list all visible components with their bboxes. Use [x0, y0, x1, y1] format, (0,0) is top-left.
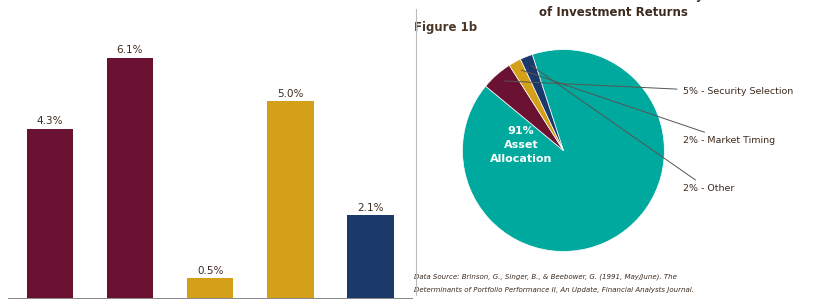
- Title: Determinants in Variability
of Investment Returns: Determinants in Variability of Investmen…: [524, 0, 704, 19]
- Bar: [26, 129, 73, 298]
- Text: 91%
Asset
Allocation: 91% Asset Allocation: [489, 126, 552, 164]
- Wedge shape: [462, 50, 664, 251]
- Bar: [267, 101, 313, 298]
- Text: 2% - Other: 2% - Other: [531, 66, 734, 193]
- Text: 5% - Security Selection: 5% - Security Selection: [505, 81, 793, 96]
- Bar: [347, 216, 394, 298]
- Text: 0.5%: 0.5%: [197, 265, 223, 276]
- Text: 6.1%: 6.1%: [117, 45, 143, 55]
- Text: Data Source: Brinson, G., Singer, B., & Beebower, G. (1991, May/June). The: Data Source: Brinson, G., Singer, B., & …: [414, 274, 677, 280]
- Wedge shape: [485, 65, 564, 150]
- Bar: [107, 58, 153, 298]
- Bar: [187, 278, 233, 298]
- Text: 2% - Market Timing: 2% - Market Timing: [522, 70, 775, 145]
- Text: 5.0%: 5.0%: [277, 88, 303, 99]
- Text: Figure 1b: Figure 1b: [414, 21, 477, 34]
- Text: 4.3%: 4.3%: [36, 116, 63, 126]
- Wedge shape: [521, 54, 564, 150]
- Text: Determinants of Portfolio Performance II, An Update, Financial Analysts Journal.: Determinants of Portfolio Performance II…: [414, 287, 694, 293]
- Text: 2.1%: 2.1%: [357, 203, 384, 213]
- Wedge shape: [509, 59, 564, 150]
